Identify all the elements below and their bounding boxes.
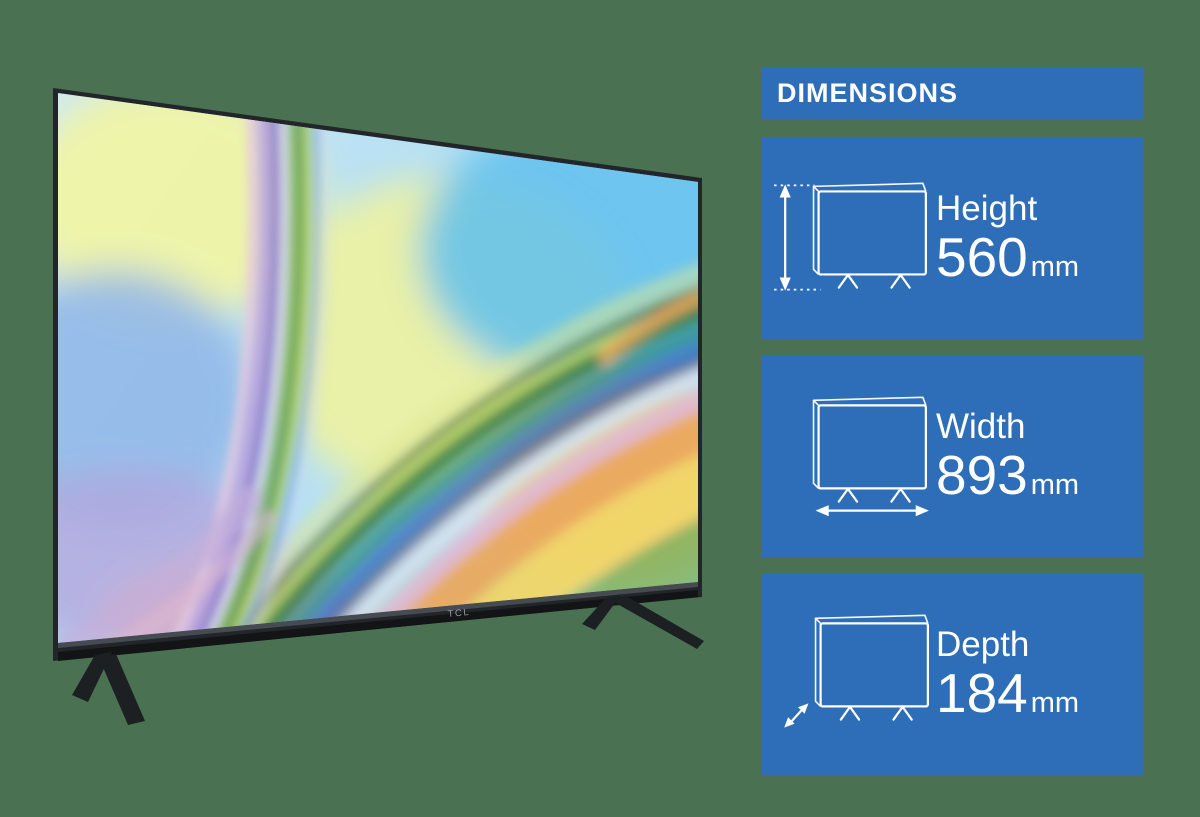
tv-height-icon [770,174,936,302]
tv-chin-lip [58,590,698,661]
dimension-value-height: 560 mm [936,230,1079,285]
dimension-unit: mm [1030,251,1080,284]
tv-chin-highlight [58,582,698,648]
dimension-panel-height: Height 560 mm [762,137,1143,339]
tv-brand-logo-text: TCL [447,607,470,620]
tv-width-icon [770,392,936,520]
dimension-unit: mm [1030,687,1080,720]
dimension-panel-width: Width 893 mm [762,355,1143,557]
dimensions-header: DIMENSIONS [762,67,1143,119]
dimension-number: 893 [936,444,1028,507]
dimension-unit: mm [1030,469,1080,502]
dimension-value-depth: 184 mm [936,666,1079,721]
dimension-number: 560 [936,226,1028,289]
dimension-panel-depth: Depth 184 mm [762,573,1143,775]
dimensions-header-label: DIMENSIONS [777,77,959,108]
tv-right-foot [582,595,704,649]
dimension-label-width: Width [936,406,1026,446]
dimension-value-width: 893 mm [936,448,1079,503]
dimension-label-depth: Depth [936,624,1030,664]
dimension-number: 184 [936,662,1028,725]
tv-depth-icon [770,610,936,738]
dimension-label-height: Height [936,188,1038,228]
tv-left-foot [72,652,145,725]
